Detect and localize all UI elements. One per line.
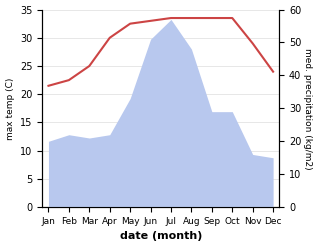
X-axis label: date (month): date (month): [120, 231, 202, 242]
Y-axis label: med. precipitation (kg/m2): med. precipitation (kg/m2): [303, 48, 313, 169]
Y-axis label: max temp (C): max temp (C): [5, 77, 15, 140]
